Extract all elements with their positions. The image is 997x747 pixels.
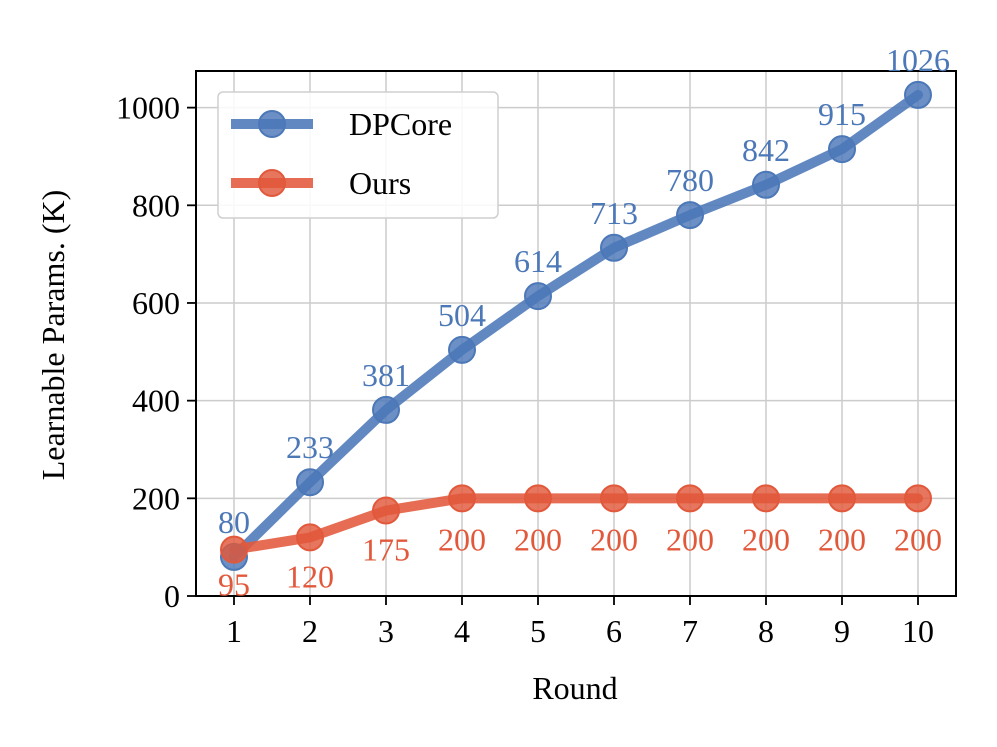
data-label: 200 [438, 521, 486, 557]
y-tick-label: 200 [132, 480, 180, 516]
x-tick-label: 3 [378, 613, 394, 649]
series-point [372, 395, 400, 424]
data-label: 713 [590, 195, 638, 231]
y-tick-label: 400 [132, 383, 180, 419]
series-point [524, 282, 552, 311]
data-label: 1026 [886, 42, 950, 78]
x-tick-label: 4 [454, 613, 470, 649]
data-label: 120 [286, 558, 334, 594]
series-point [448, 484, 476, 513]
data-label: 614 [514, 243, 562, 279]
y-tick-label: 800 [132, 187, 180, 223]
series-point [220, 535, 248, 564]
x-tick-label: 9 [834, 613, 850, 649]
series-point [600, 233, 628, 262]
data-label: 175 [362, 532, 410, 568]
series-point [676, 201, 704, 230]
x-tick-label: 1 [226, 613, 242, 649]
x-tick-label: 8 [758, 613, 774, 649]
x-tick-label: 5 [530, 613, 546, 649]
series-line [229, 493, 923, 555]
data-label: 381 [362, 357, 410, 393]
data-label: 915 [818, 96, 866, 132]
data-label: 780 [666, 162, 714, 198]
series-point [752, 170, 780, 199]
data-label: 200 [666, 521, 714, 557]
data-label: 200 [590, 521, 638, 557]
series-point [676, 484, 704, 513]
legend: DPCore Ours [217, 91, 499, 219]
series-point [904, 484, 932, 513]
data-label: 200 [742, 521, 790, 557]
data-label: 95 [218, 567, 250, 603]
series-point [600, 484, 628, 513]
data-labels: 80 233 381 504 614 713 780 842 915 1026 95 120 175 20… [218, 42, 950, 603]
plot-frame [195, 70, 957, 597]
y-tick-label: 1000 [116, 90, 180, 126]
series-layer [220, 80, 932, 571]
x-tick-label: 6 [606, 613, 622, 649]
y-axis-title: Learnable Params. (K) [35, 190, 71, 481]
series-line [229, 89, 923, 562]
legend-label: Ours [349, 165, 411, 201]
axes: 1 2 3 4 5 6 7 8 9 10 0 200 400 600 800 1000 [116, 70, 957, 649]
legend-swatch-marker [258, 169, 286, 197]
x-tick-label: 7 [682, 613, 698, 649]
series-point [828, 484, 856, 513]
x-tick-label: 10 [902, 613, 934, 649]
data-label: 80 [218, 504, 250, 540]
data-label: 842 [742, 132, 790, 168]
series-point [296, 523, 324, 552]
data-label: 200 [894, 521, 942, 557]
y-tick-label: 0 [164, 578, 180, 614]
y-tick-label: 600 [132, 285, 180, 321]
series-point [828, 135, 856, 164]
series-point [372, 496, 400, 525]
series-point [904, 80, 932, 109]
legend-label: DPCore [349, 106, 452, 142]
data-label: 504 [438, 297, 486, 333]
data-label: 200 [818, 521, 866, 557]
series-point [524, 484, 552, 513]
x-tick-label: 2 [302, 613, 318, 649]
series-point [752, 484, 780, 513]
legend-swatch-marker [258, 110, 286, 138]
series-point [296, 468, 324, 497]
series-point [448, 335, 476, 364]
data-label: 233 [286, 429, 334, 465]
data-label: 200 [514, 521, 562, 557]
x-axis-title: Round [532, 670, 617, 706]
